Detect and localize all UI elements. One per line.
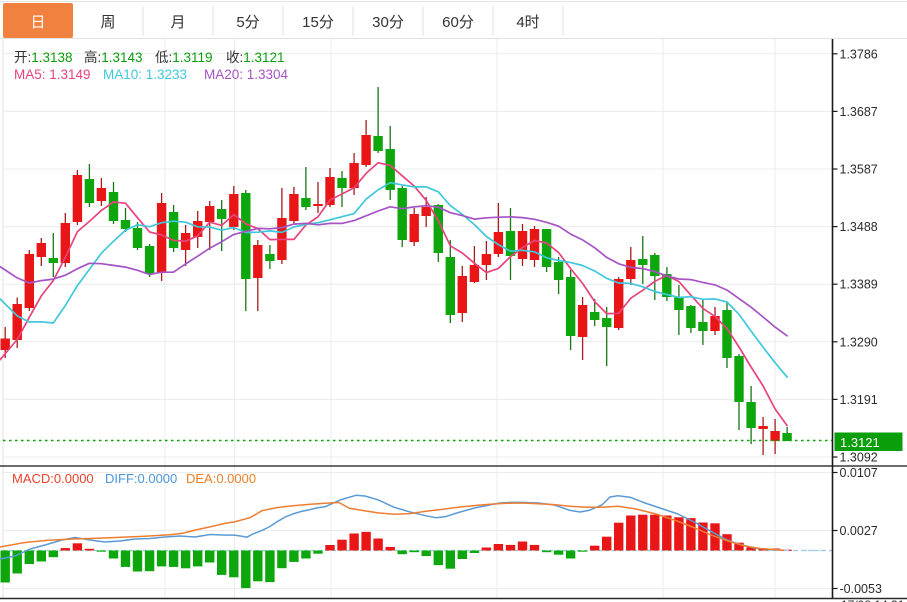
- svg-text:0.0027: 0.0027: [840, 524, 878, 538]
- svg-text:日: 日: [30, 14, 45, 31]
- svg-text:1.3191: 1.3191: [840, 393, 878, 407]
- svg-text:-0.0053: -0.0053: [840, 582, 882, 596]
- svg-text:1.3786: 1.3786: [840, 47, 878, 61]
- svg-text:月: 月: [170, 14, 185, 31]
- svg-text:1.3290: 1.3290: [840, 335, 878, 349]
- svg-text:MACD:0.0000: MACD:0.0000: [12, 471, 94, 486]
- svg-text:5分: 5分: [236, 14, 259, 31]
- svg-text:15分: 15分: [302, 14, 334, 31]
- svg-text:0.0107: 0.0107: [840, 466, 878, 480]
- svg-text:17/08 14:31: 17/08 14:31: [841, 598, 905, 602]
- svg-text:DIFF:0.0000: DIFF:0.0000: [105, 471, 177, 486]
- svg-text:周: 周: [100, 14, 115, 31]
- svg-text:1.3587: 1.3587: [840, 163, 878, 177]
- svg-text:1.3092: 1.3092: [840, 451, 878, 465]
- svg-text:1.3389: 1.3389: [840, 278, 878, 292]
- svg-text:DEA:0.0000: DEA:0.0000: [186, 471, 256, 486]
- svg-text:1.3488: 1.3488: [840, 220, 878, 234]
- svg-text:4时: 4时: [516, 14, 539, 31]
- svg-text:1.3687: 1.3687: [840, 105, 878, 119]
- svg-text:60分: 60分: [442, 14, 474, 31]
- svg-text:30分: 30分: [372, 14, 404, 31]
- svg-text:1.3121: 1.3121: [840, 435, 880, 450]
